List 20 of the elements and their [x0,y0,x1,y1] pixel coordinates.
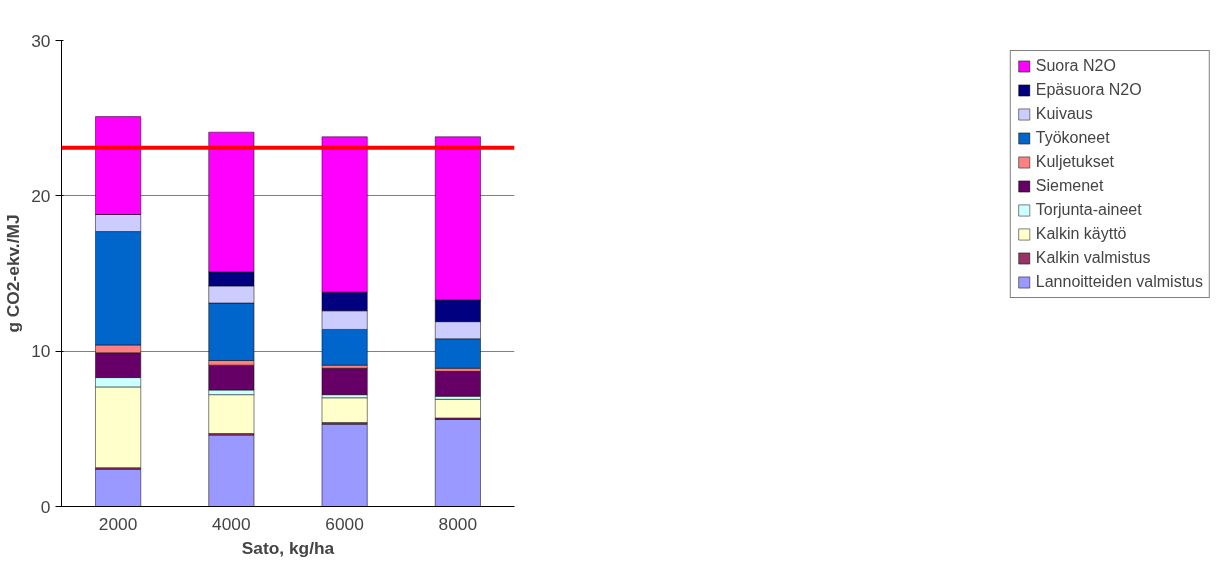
legend-label: Lannoitteiden valmistus [1035,273,1203,291]
x-tick-label: 6000 [325,513,364,534]
legend-label: Epäsuora N2O [1035,81,1142,99]
y-axis-title: g CO2-ekv./MJ [3,214,24,333]
x-axis-title: Sato, kg/ha [241,537,335,558]
legend-label: Kuivaus [1035,105,1093,123]
y-tick-label: 30 [31,30,51,51]
y-tick-label: 10 [31,341,51,362]
legend-label: Kalkin käyttö [1035,225,1127,243]
legend-label: Kuljetukset [1035,153,1115,171]
legend-label: Suora N2O [1035,57,1116,75]
x-tick-label: 2000 [98,513,138,534]
y-tick-label: 20 [31,185,51,206]
legend-label: Siemenet [1035,177,1104,195]
x-tick-label: 8000 [438,513,478,534]
x-tick-label: 4000 [212,513,251,534]
legend-label: Kalkin valmistus [1035,249,1151,267]
legend-label: Torjunta-aineet [1035,201,1142,219]
legend-label: Työkoneet [1035,129,1110,147]
y-tick-label: 0 [40,496,51,517]
